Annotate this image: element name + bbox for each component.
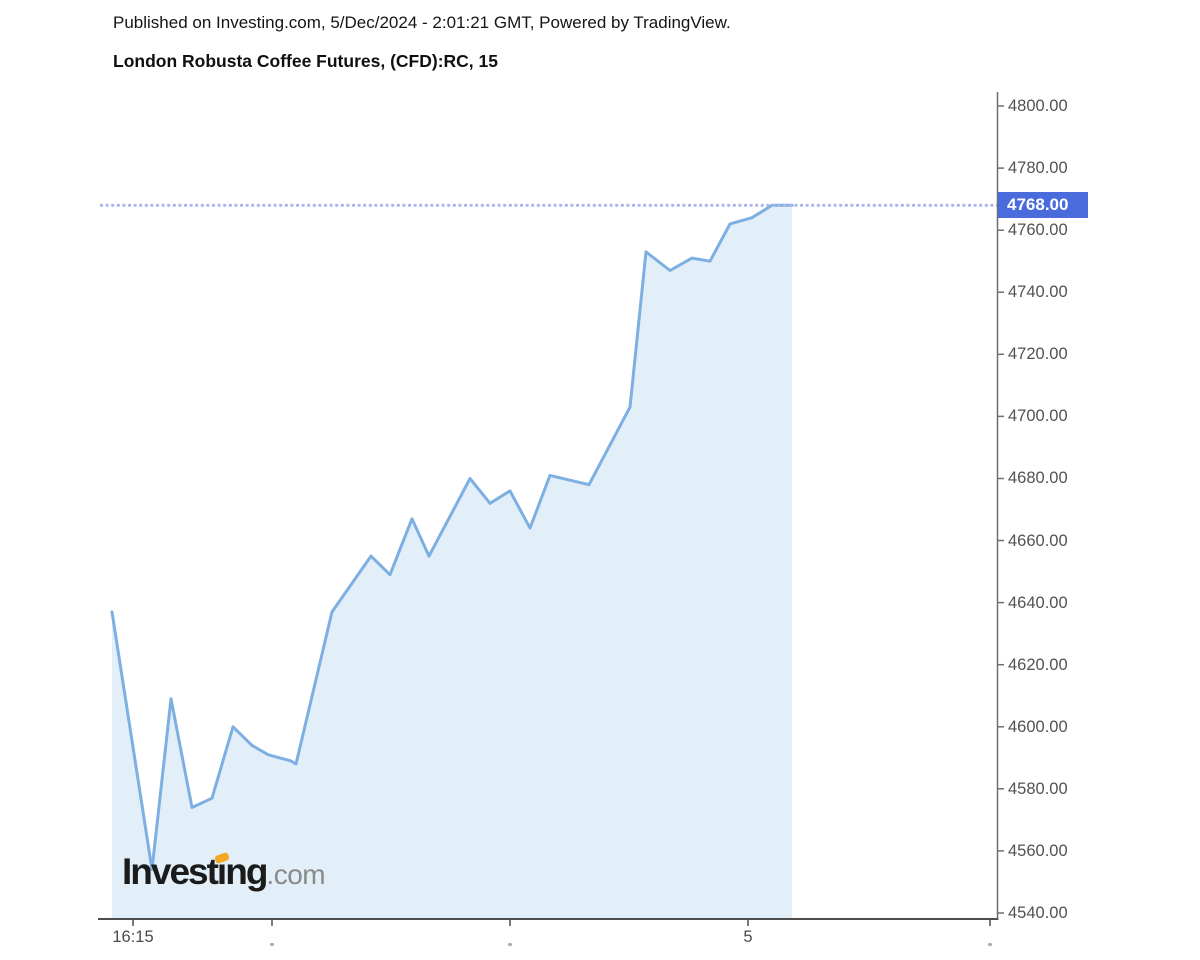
last-price-label: 4768.00 <box>998 192 1088 219</box>
chart-title: London Robusta Coffee Futures, (CFD):RC,… <box>113 51 498 71</box>
investing-logo-text: Investing <box>122 851 268 892</box>
y-axis-label: 4780.00 <box>1008 159 1068 178</box>
y-axis-label: 4800.00 <box>1008 97 1068 115</box>
y-axis-label: 4560.00 <box>1008 841 1068 860</box>
y-axis-label: 4720.00 <box>1008 345 1068 364</box>
y-axis-label: 4540.00 <box>1008 904 1068 922</box>
y-axis-label: 4600.00 <box>1008 717 1068 736</box>
y-axis-label: 4580.00 <box>1008 779 1068 798</box>
x-axis-label <box>270 943 274 946</box>
x-axis-label: 5 <box>743 928 753 946</box>
x-axis-label <box>508 943 512 946</box>
investing-logo-watermark: Investing .com <box>122 851 326 893</box>
y-axis-label: 4740.00 <box>1008 283 1068 302</box>
investing-logo-com: .com <box>266 859 326 890</box>
y-axis-label: 4680.00 <box>1008 469 1068 488</box>
price-area-fill <box>112 205 792 920</box>
x-axis-label <box>988 943 992 946</box>
y-axis-label: 4760.00 <box>1008 221 1068 240</box>
y-axis-label: 4660.00 <box>1008 531 1068 550</box>
y-axis-label: 4620.00 <box>1008 655 1068 674</box>
x-axis-label: 16:15 <box>112 928 154 946</box>
price-line <box>110 203 794 871</box>
y-axis-label: 4640.00 <box>1008 593 1068 612</box>
y-axis-label: 4700.00 <box>1008 407 1068 426</box>
published-attribution-line: Published on Investing.com, 5/Dec/2024 -… <box>113 13 731 32</box>
